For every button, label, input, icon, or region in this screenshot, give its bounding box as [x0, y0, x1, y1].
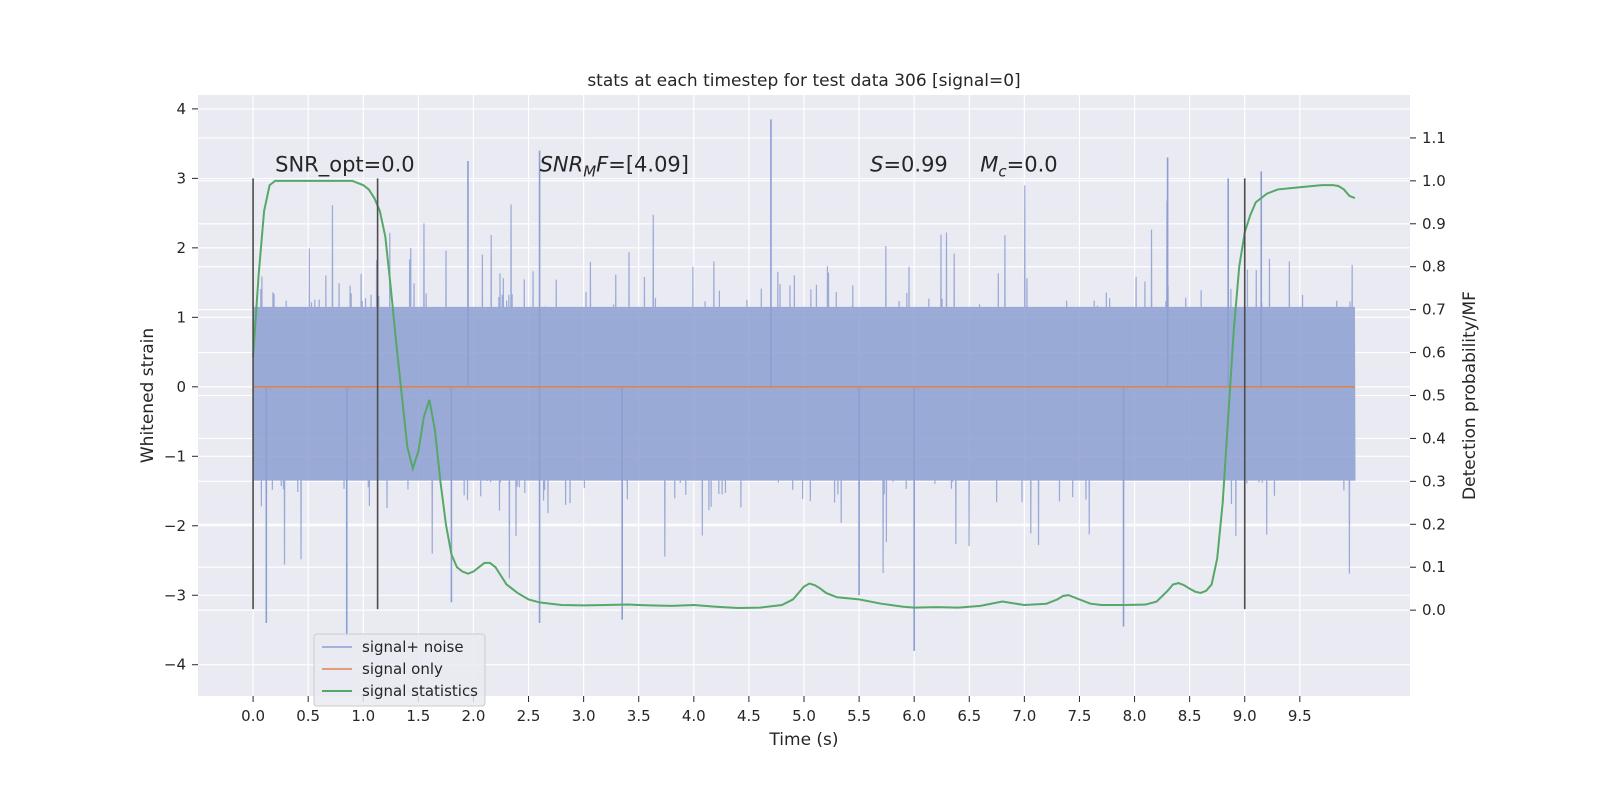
- annotation-part: S: [870, 152, 883, 176]
- y-right-tick-label: 0.3: [1422, 472, 1446, 490]
- y-axis-label: Whitened strain: [138, 328, 158, 463]
- annotation-snr-mf: SNRMF=[4.09]: [540, 152, 689, 180]
- y-right-tick-label: 0.4: [1422, 429, 1446, 447]
- x-tick-label: 5.5: [847, 707, 871, 725]
- y-right-tick-label: 0.5: [1422, 387, 1446, 405]
- y-right-tick-label: 1.0: [1422, 172, 1446, 190]
- x-tick-label: 5.0: [792, 707, 816, 725]
- x-tick-label: 8.0: [1123, 707, 1147, 725]
- x-tick-label: 9.5: [1288, 707, 1312, 725]
- annotation-part: M: [583, 162, 596, 180]
- y-tick-label: −4: [164, 656, 186, 674]
- annotation-s-val: S=0.99: [870, 152, 948, 176]
- tick-labels: 0.0 0.5 1.0 1.5 2.0 2.5 3.0 3.5 4.0 4.5 5.0 5.5 6.0 6…: [164, 100, 1446, 725]
- legend-box: [313, 633, 486, 707]
- signal-statistics-line: [252, 179, 1356, 610]
- x-tick-label: 7.0: [1012, 707, 1036, 725]
- legend-label: signal+ noise: [362, 638, 464, 656]
- annotation-part: M: [980, 152, 998, 176]
- y-tick-label: −1: [164, 447, 186, 465]
- x-tick-label: 0.0: [241, 707, 265, 725]
- x-tick-label: 3.5: [627, 707, 651, 725]
- chart-title: stats at each timestep for test data 306…: [587, 71, 1020, 91]
- x-tick-label: 9.0: [1233, 707, 1257, 725]
- annotation-part: =[4.09]: [608, 152, 689, 176]
- x-axis-label: Time (s): [768, 730, 838, 750]
- x-tick-label: 0.5: [296, 707, 320, 725]
- x-tick-label: 2.5: [517, 707, 541, 725]
- legend: signal+ noise signal only signal statistic…: [313, 633, 486, 707]
- x-tick-label: 1.5: [406, 707, 430, 725]
- y-tick-label: −2: [164, 517, 186, 535]
- y-tick-label: −3: [164, 586, 186, 604]
- x-tick-label: 7.5: [1068, 707, 1092, 725]
- annotation-part: =0.0: [1007, 152, 1058, 176]
- y-right-tick-label: 0.7: [1422, 301, 1446, 319]
- x-tick-label: 2.0: [462, 707, 486, 725]
- x-tick-label: 6.5: [957, 707, 981, 725]
- annotation-part: SNR: [540, 152, 584, 176]
- y-right-tick-label: 0.6: [1422, 344, 1446, 362]
- y-tick-label: 0: [176, 378, 186, 396]
- annotation-part: F: [596, 152, 609, 176]
- x-tick-label: 4.0: [682, 707, 706, 725]
- x-tick-label: 1.0: [351, 707, 375, 725]
- y-right-tick-label: 1.1: [1422, 129, 1446, 147]
- annotations: SNR_opt=0.0 SNRMF=[4.09] S=0.99 Mc=0.0: [275, 152, 1058, 180]
- annotation-part: =0.99: [883, 152, 947, 176]
- x-tick-label: 6.0: [902, 707, 926, 725]
- annotation-snr-opt: SNR_opt=0.0: [275, 152, 415, 177]
- legend-label: signal only: [362, 660, 443, 678]
- y-right-tick-label: 0.8: [1422, 258, 1446, 276]
- series-layer: [252, 119, 1356, 651]
- annotation-part: c: [998, 162, 1007, 180]
- x-tick-label: 4.5: [737, 707, 761, 725]
- y-right-tick-label: 0.9: [1422, 215, 1446, 233]
- y-tick-label: 2: [176, 239, 186, 257]
- y-axis-label-right: Detection probability/MF: [1460, 291, 1480, 500]
- y-tick-label: 1: [176, 308, 186, 326]
- annotation-mc-val: Mc=0.0: [980, 152, 1057, 180]
- y-right-tick-label: 0.2: [1422, 515, 1446, 533]
- y-right-tick-label: 0.0: [1422, 601, 1446, 619]
- x-tick-label: 8.5: [1178, 707, 1202, 725]
- annotation-part: SNR_opt=0.0: [275, 152, 415, 177]
- x-tick-label: 3.0: [572, 707, 596, 725]
- y-tick-label: 3: [176, 169, 186, 187]
- y-tick-label: 4: [176, 100, 186, 118]
- y-right-tick-label: 0.1: [1422, 558, 1446, 576]
- legend-label: signal statistics: [362, 682, 478, 700]
- vertical-markers: [252, 178, 1246, 610]
